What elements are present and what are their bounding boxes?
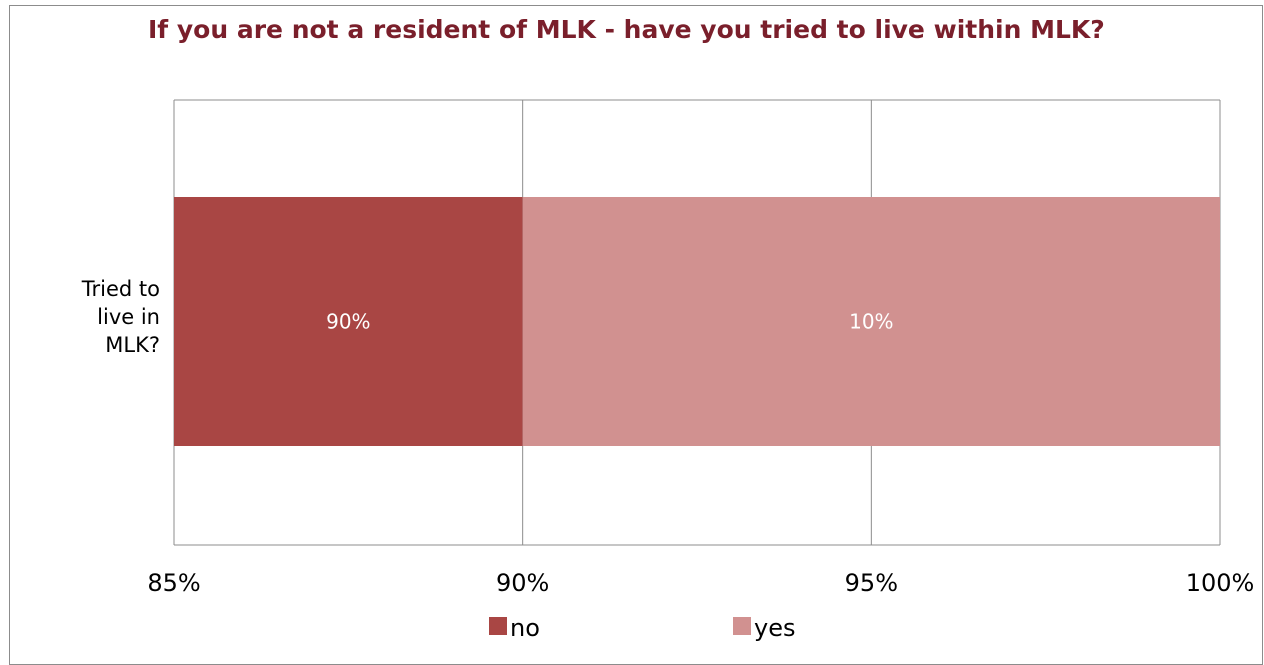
data-label-yes: 10% [849,310,893,334]
bar-no [174,197,523,446]
category-label-line-3: MLK? [105,333,160,357]
x-tick-label-1: 90% [496,569,549,597]
category-label-line-2: live in [97,305,160,329]
category-label: Tried to live in MLK? [20,275,160,359]
x-tick-label-2: 95% [845,569,898,597]
category-label-line-1: Tried to [81,277,160,301]
bar-yes [522,197,1220,446]
legend-label-yes: yes [754,614,795,642]
legend-swatch-no [489,617,507,635]
legend-swatch-yes [733,617,751,635]
x-tick-label-3: 100% [1186,569,1255,597]
legend-label-no: no [510,614,540,642]
data-label-no: 90% [326,310,370,334]
x-tick-label-0: 85% [147,569,200,597]
chart-title: If you are not a resident of MLK - have … [148,15,1105,44]
